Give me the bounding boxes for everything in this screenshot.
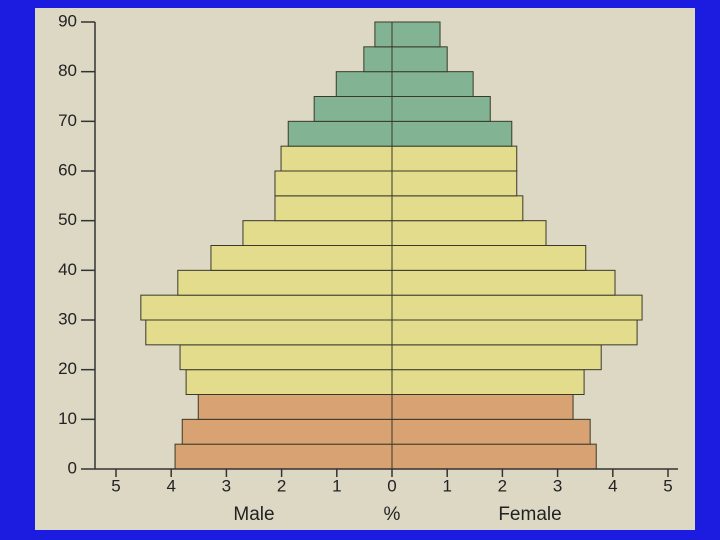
y-tick-label: 30 — [58, 309, 77, 328]
y-tick-label: 90 — [58, 11, 77, 30]
bar — [391, 145, 518, 172]
y-tick-label: 70 — [58, 111, 77, 130]
x-tick-label: 4 — [166, 476, 175, 495]
bar — [391, 120, 513, 147]
bar — [391, 294, 643, 321]
bar — [140, 294, 393, 321]
bar — [374, 21, 393, 48]
bar — [177, 269, 393, 296]
bar — [174, 443, 393, 470]
bar — [391, 319, 638, 346]
x-tick-label: 1 — [442, 476, 451, 495]
bar — [391, 21, 441, 48]
bar — [391, 71, 474, 97]
x-tick-label: 2 — [498, 476, 507, 495]
bar — [179, 344, 393, 371]
bar — [391, 46, 448, 73]
bar — [391, 220, 547, 247]
bar — [274, 170, 393, 197]
x-tick-label: 3 — [222, 476, 231, 495]
x-tick-label: 3 — [553, 476, 562, 495]
bar — [391, 344, 602, 371]
bar — [391, 195, 524, 222]
y-tick-label: 10 — [58, 409, 77, 428]
x-tick-label: 4 — [608, 476, 617, 495]
y-tick-label: 20 — [58, 359, 77, 378]
y-tick-label: 80 — [58, 61, 77, 80]
bar — [242, 220, 393, 247]
bar — [274, 195, 393, 222]
bar — [391, 394, 574, 420]
bar — [363, 46, 393, 73]
x-axis-label: % — [384, 504, 401, 525]
bar — [197, 394, 393, 420]
bar — [185, 369, 393, 395]
bar — [335, 71, 393, 97]
bar — [391, 418, 591, 445]
legend-label: Female — [498, 504, 561, 525]
y-tick-label: 50 — [58, 210, 77, 229]
legend-label: Male — [233, 504, 274, 525]
bar — [391, 369, 585, 395]
bar — [391, 170, 518, 197]
x-tick-label: 2 — [277, 476, 286, 495]
bar — [391, 269, 616, 296]
x-tick-label: 1 — [332, 476, 341, 495]
bar — [280, 145, 393, 172]
y-tick-label: 40 — [58, 260, 77, 279]
bar — [313, 96, 393, 122]
x-tick-label: 5 — [663, 476, 672, 495]
bar — [145, 319, 393, 346]
bar — [210, 245, 393, 271]
y-tick-label: 60 — [58, 160, 77, 179]
bar — [391, 443, 597, 470]
bar — [391, 245, 587, 271]
bar — [287, 120, 393, 147]
bar — [391, 96, 491, 122]
x-tick-label: 5 — [111, 476, 120, 495]
x-tick-label: 0 — [387, 476, 396, 495]
bar — [181, 418, 393, 445]
y-tick-label: 0 — [68, 458, 77, 477]
